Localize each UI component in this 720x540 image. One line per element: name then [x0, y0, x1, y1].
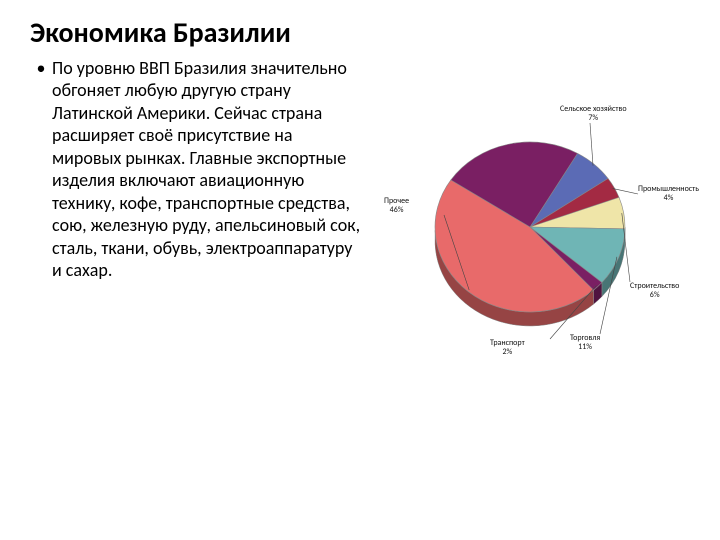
pie-svg	[370, 87, 690, 387]
body-text: По уровню ВВП Бразилия значительно обгон…	[52, 57, 364, 282]
chart-column: Сельское хозяйство7%Промышленность4%Стро…	[370, 57, 690, 387]
text-column: • По уровню ВВП Бразилия значительно обг…	[30, 57, 364, 387]
slide-root: Экономика Бразилии • По уровню ВВП Брази…	[0, 0, 720, 540]
pie-label: Транспорт2%	[490, 339, 525, 357]
pie-label: Строительство6%	[630, 282, 679, 300]
pie-label: Промышленность4%	[638, 185, 699, 203]
pie-label: Сельское хозяйство7%	[560, 105, 627, 123]
bullet-dot: •	[30, 57, 52, 80]
pie-label: Прочее46%	[384, 197, 409, 215]
slide-title: Экономика Бразилии	[30, 18, 690, 49]
pie-label: Торговля11%	[570, 334, 600, 352]
bullet-item: • По уровню ВВП Бразилия значительно обг…	[30, 57, 364, 282]
pie-chart: Сельское хозяйство7%Промышленность4%Стро…	[370, 87, 690, 387]
content-row: • По уровню ВВП Бразилия значительно обг…	[30, 57, 690, 387]
